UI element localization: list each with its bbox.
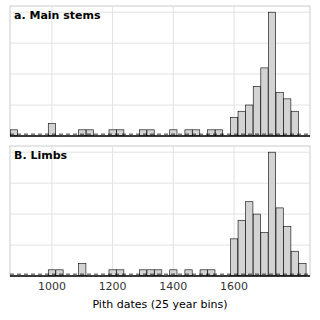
x-axis-line xyxy=(10,135,310,137)
x-axis-label: Pith dates (25 year bins) xyxy=(92,298,227,311)
bar xyxy=(268,152,275,276)
chart-figure: a. Main stems 1000 1200 1400 1600 B. Limbs Pit… xyxy=(0,0,320,320)
bar xyxy=(48,270,55,276)
bar xyxy=(170,130,177,136)
bar xyxy=(147,270,154,276)
grid-line-y xyxy=(10,183,310,184)
bar xyxy=(208,270,215,276)
grid-line-x xyxy=(51,6,52,136)
bar xyxy=(109,130,116,136)
bar xyxy=(56,270,63,276)
bar xyxy=(185,270,192,276)
grid-line-y xyxy=(10,136,310,137)
grid-line-x xyxy=(234,6,235,136)
grid-line-y xyxy=(10,43,310,44)
panel-title: a. Main stems xyxy=(14,9,101,22)
bar xyxy=(86,130,93,136)
grid-line-x xyxy=(112,146,113,276)
plot-frame xyxy=(10,146,310,276)
panel: 1000 1200 1400 1600 B. Limbs Pith dates (25 y… xyxy=(10,146,310,311)
grid-line-x xyxy=(173,6,174,136)
x-axis-line xyxy=(10,275,310,277)
bar xyxy=(79,130,86,136)
bar xyxy=(284,226,291,276)
panel-title: B. Limbs xyxy=(14,149,68,162)
x-tick-label: 1600 xyxy=(220,280,248,293)
plot-frame xyxy=(10,6,310,136)
bar xyxy=(276,93,283,136)
bar xyxy=(109,270,116,276)
bar xyxy=(291,251,298,276)
bar xyxy=(268,12,275,136)
bar xyxy=(246,105,253,136)
grid-line-x xyxy=(112,6,113,136)
bar xyxy=(253,214,260,276)
bar xyxy=(155,270,162,276)
bar xyxy=(170,270,177,276)
grid-line-x xyxy=(173,146,174,276)
bar xyxy=(208,130,215,136)
bar xyxy=(261,68,268,136)
bar xyxy=(230,117,237,136)
bars xyxy=(10,12,310,136)
bar xyxy=(139,130,146,136)
bars xyxy=(10,152,310,276)
bar xyxy=(139,270,146,276)
bar xyxy=(10,130,17,136)
bar xyxy=(230,239,237,276)
bar xyxy=(185,130,192,136)
bar xyxy=(117,270,124,276)
bar xyxy=(261,233,268,276)
bar xyxy=(238,220,245,276)
bar xyxy=(284,99,291,136)
bar xyxy=(246,202,253,276)
x-tick-label: 1200 xyxy=(99,280,127,293)
x-tick-label: 1000 xyxy=(38,280,66,293)
reference-line xyxy=(10,274,310,275)
bar xyxy=(253,86,260,136)
bar xyxy=(147,130,154,136)
bar xyxy=(276,208,283,276)
bar xyxy=(192,130,199,136)
bar xyxy=(200,270,207,276)
bar xyxy=(215,130,222,136)
bar xyxy=(117,130,124,136)
grid-line-y xyxy=(10,214,310,215)
grid-line-y xyxy=(10,276,310,277)
x-tick-label: 1400 xyxy=(159,280,187,293)
reference-line xyxy=(10,134,310,135)
panel: a. Main stems xyxy=(10,6,310,136)
bar xyxy=(238,111,245,136)
bar xyxy=(291,111,298,136)
grid-line-x xyxy=(51,146,52,276)
